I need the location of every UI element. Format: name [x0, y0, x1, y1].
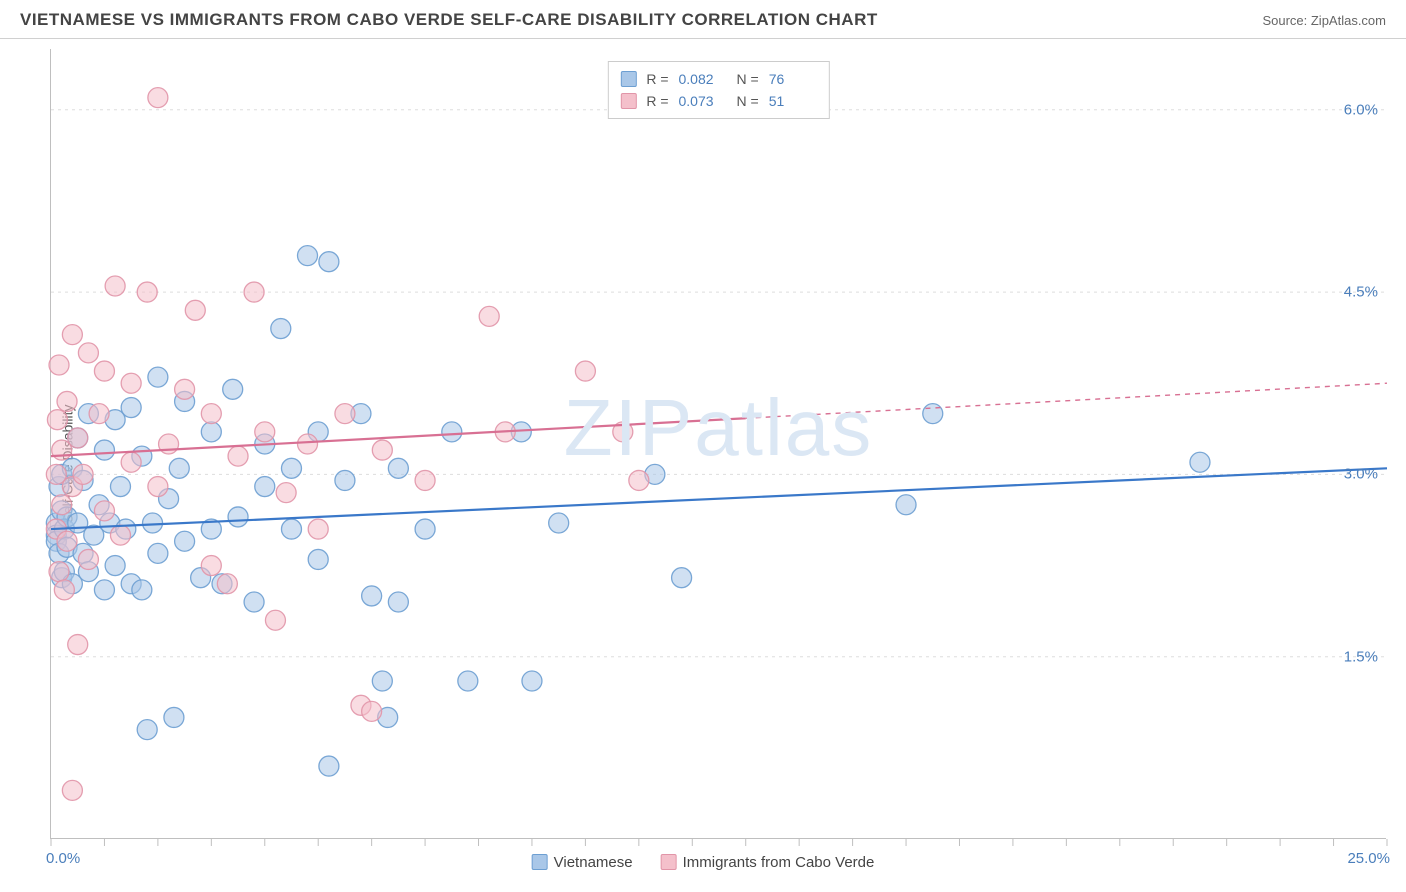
stat-n-value: 76	[769, 68, 817, 90]
stat-n-label: N =	[737, 68, 759, 90]
series-legend: Vietnamese Immigrants from Cabo Verde	[532, 854, 875, 871]
legend-label: Immigrants from Cabo Verde	[683, 854, 875, 871]
legend-swatch	[620, 71, 636, 87]
chart-title: VIETNAMESE VS IMMIGRANTS FROM CABO VERDE…	[20, 10, 878, 30]
y-tick-label: 4.5%	[1344, 284, 1378, 301]
stat-n-value: 51	[769, 90, 817, 112]
stat-row: R = 0.073 N = 51	[620, 90, 816, 112]
stat-r-value: 0.082	[679, 68, 727, 90]
stat-n-label: N =	[737, 90, 759, 112]
chart-container: Self-Care Disability ZIPatlas R =0.082N …	[0, 39, 1406, 889]
legend-swatch	[661, 854, 677, 870]
stat-r-label: R =	[646, 68, 668, 90]
scatter-svg	[51, 49, 1386, 838]
stat-r-label: R =	[646, 90, 668, 112]
y-tick-label: 1.5%	[1344, 648, 1378, 665]
plot-area: ZIPatlas R =0.082N =76R =0.073N =51	[50, 49, 1386, 839]
x-axis-max-label: 25.0%	[1347, 850, 1390, 867]
x-axis-min-label: 0.0%	[46, 850, 80, 867]
legend-swatch	[620, 93, 636, 109]
source-attribution: Source: ZipAtlas.com	[1262, 13, 1386, 28]
stat-row: R = 0.082 N = 76	[620, 68, 816, 90]
stat-r-value: 0.073	[679, 90, 727, 112]
y-tick-label: 3.0%	[1344, 466, 1378, 483]
header-bar: VIETNAMESE VS IMMIGRANTS FROM CABO VERDE…	[0, 0, 1406, 39]
legend-label: Vietnamese	[554, 854, 633, 871]
source-name: ZipAtlas.com	[1311, 13, 1386, 28]
legend-swatch	[532, 854, 548, 870]
source-prefix: Source:	[1262, 13, 1310, 28]
correlation-legend: R = 0.082 N = 76 R = 0.073 N = 51	[607, 61, 829, 119]
legend-item: Vietnamese	[532, 854, 633, 871]
y-tick-label: 6.0%	[1344, 101, 1378, 118]
legend-item: Immigrants from Cabo Verde	[661, 854, 875, 871]
